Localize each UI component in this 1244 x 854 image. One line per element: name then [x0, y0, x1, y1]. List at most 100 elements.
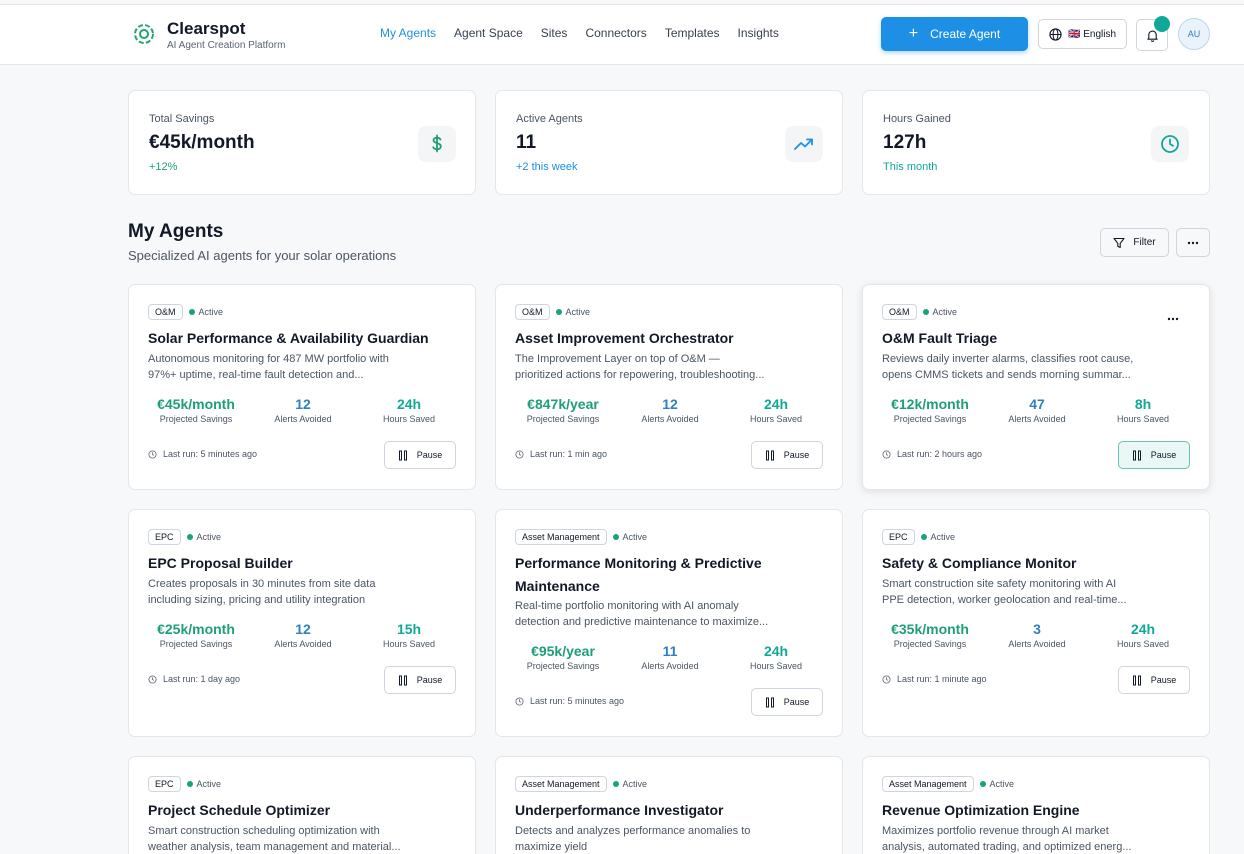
- status-indicator: Active: [186, 532, 222, 542]
- alerts-avoided-label: Alerts Avoided: [641, 661, 699, 671]
- status-dot: [922, 309, 929, 315]
- projected-savings-label: Projected Savings: [159, 639, 233, 649]
- description-line-1: Reviews daily inverter alarms, classifie…: [882, 353, 1134, 365]
- alerts-avoided-value: 12: [295, 621, 311, 637]
- status-dot: [188, 309, 195, 315]
- stat-card-total-savings: Total Savings €45k/month +12%: [128, 90, 476, 195]
- brand-name: Clearspot: [167, 19, 246, 38]
- category-tag: O&M: [515, 304, 550, 320]
- hours-saved-value: 24h: [396, 396, 422, 412]
- category-tag: EPC: [882, 529, 915, 545]
- projected-savings-metric: €12k/month Projected Savings: [875, 395, 985, 424]
- status-label: Active: [198, 307, 224, 317]
- description-line-2: weather analysis, team management and ma…: [148, 841, 401, 853]
- stat-delta: This month: [883, 161, 938, 173]
- pause-button[interactable]: Pause: [751, 441, 823, 469]
- status-label: Active: [930, 532, 956, 542]
- agent-description: Detects and analyzes performance anomali…: [515, 823, 805, 854]
- card-menu-icon[interactable]: [1167, 317, 1179, 321]
- status-indicator: Active: [188, 307, 224, 317]
- clock-icon: [148, 674, 157, 684]
- pause-label: Pause: [1150, 450, 1177, 460]
- nav-agent-space[interactable]: Agent Space: [454, 26, 523, 40]
- user-avatar[interactable]: AU: [1178, 18, 1210, 50]
- status-label: Active: [932, 307, 958, 317]
- pause-button[interactable]: Pause: [1118, 666, 1190, 694]
- stat-delta: +2 this week: [516, 161, 578, 173]
- category-tag: Asset Management: [515, 776, 607, 792]
- agent-card[interactable]: Asset Management Active Performance Moni…: [495, 509, 843, 737]
- pause-icon: [1132, 675, 1141, 685]
- brand: Clearspot AI Agent Creation Platform: [167, 19, 285, 51]
- agent-title: Underperformance Investigator: [515, 802, 724, 818]
- hours-saved-metric: 24h Hours Saved: [1088, 620, 1198, 649]
- status-indicator: Active: [612, 779, 647, 789]
- plus-icon: +: [908, 25, 919, 42]
- more-horizontal-icon: [1187, 241, 1199, 244]
- agent-card[interactable]: O&M Active Asset Improvement Orchestrato…: [495, 284, 843, 490]
- clearspot-logo-icon: [134, 24, 154, 44]
- agent-metrics: €12k/month Projected Savings 47 Alerts Avo…: [863, 395, 1209, 429]
- agent-card[interactable]: EPC Active Project Schedule Optimizer Sm…: [128, 756, 476, 854]
- pause-button[interactable]: Pause: [1118, 441, 1190, 469]
- stat-value: €45k/month: [149, 132, 255, 153]
- dollar-icon: [418, 126, 456, 162]
- pause-button[interactable]: Pause: [384, 441, 456, 469]
- status-label: Active: [989, 779, 1015, 789]
- agent-card[interactable]: Asset Management Active Revenue Optimiza…: [862, 756, 1210, 854]
- more-options-button[interactable]: [1176, 228, 1210, 257]
- description-line-2: prioritized actions for repowering, trou…: [515, 369, 765, 381]
- hours-saved-label: Hours Saved: [1116, 639, 1170, 649]
- description-line-1: Maximizes portfolio revenue through AI m…: [882, 825, 1109, 837]
- section-title: My Agents: [128, 221, 224, 242]
- pause-button[interactable]: Pause: [384, 666, 456, 694]
- language-selector[interactable]: 🇬🇧 English: [1038, 19, 1127, 49]
- alerts-avoided-label: Alerts Avoided: [274, 639, 332, 649]
- category-tag: Asset Management: [882, 776, 974, 792]
- hours-saved-metric: 24h Hours Saved: [721, 642, 831, 671]
- category-tag: O&M: [148, 304, 183, 320]
- top-navigation-bar: Clearspot AI Agent Creation Platform My …: [0, 4, 1244, 65]
- last-run: Last run: 2 hours ago: [882, 449, 982, 459]
- nav-insights[interactable]: Insights: [737, 26, 779, 40]
- status-dot: [555, 309, 562, 315]
- last-run-text: Last run: 5 minutes ago: [163, 449, 258, 459]
- pause-label: Pause: [783, 450, 810, 460]
- agent-card[interactable]: Asset Management Active Underperformance…: [495, 756, 843, 854]
- nav-sites[interactable]: Sites: [540, 26, 568, 40]
- pause-button[interactable]: Pause: [751, 688, 823, 716]
- nav-connectors[interactable]: Connectors: [585, 26, 647, 40]
- description-line-1: The Improvement Layer on top of O&M —: [515, 353, 720, 365]
- filter-button[interactable]: Filter: [1100, 228, 1169, 257]
- agent-card[interactable]: EPC Active Safety & Compliance Monitor S…: [862, 509, 1210, 737]
- agent-description: Autonomous monitoring for 487 MW portfol…: [148, 351, 408, 383]
- create-agent-button[interactable]: + Create Agent: [881, 17, 1028, 51]
- alerts-avoided-metric: 3 Alerts Avoided: [982, 620, 1092, 649]
- hours-saved-value: 24h: [763, 396, 789, 412]
- agent-card[interactable]: O&M Active O&M Fault Triage Reviews dail…: [862, 284, 1210, 490]
- status-label: Active: [196, 532, 222, 542]
- last-run: Last run: 1 day ago: [148, 674, 240, 684]
- agent-card[interactable]: O&M Active Solar Performance & Availabil…: [128, 284, 476, 490]
- nav-templates[interactable]: Templates: [664, 26, 720, 40]
- agent-card[interactable]: EPC Active EPC Proposal Builder Creates …: [128, 509, 476, 737]
- alerts-avoided-label: Alerts Avoided: [1008, 414, 1066, 424]
- description-line-2: analysis, automated trading, and optimiz…: [882, 841, 1132, 853]
- last-run: Last run: 5 minutes ago: [148, 449, 257, 459]
- last-run-text: Last run: 1 minute ago: [897, 674, 987, 684]
- alerts-avoided-label: Alerts Avoided: [274, 414, 332, 424]
- nav-my-agents[interactable]: My Agents: [380, 26, 437, 40]
- hours-saved-value: 15h: [396, 621, 422, 637]
- category-tag: Asset Management: [515, 529, 607, 545]
- status-label: Active: [565, 307, 591, 317]
- stat-delta: +12%: [149, 161, 178, 173]
- stat-label: Active Agents: [516, 113, 583, 125]
- agent-description: Smart construction scheduling optimizati…: [148, 823, 438, 854]
- agent-metrics: €45k/month Projected Savings 12 Alerts Avo…: [129, 395, 475, 429]
- hours-saved-value: 8h: [1134, 396, 1152, 412]
- projected-savings-metric: €45k/month Projected Savings: [141, 395, 251, 424]
- alerts-avoided-metric: 11 Alerts Avoided: [615, 642, 725, 671]
- alerts-avoided-label: Alerts Avoided: [641, 414, 699, 424]
- agent-title: Project Schedule Optimizer: [148, 802, 331, 818]
- agent-metrics: €95k/year Projected Savings 11 Alerts Avoi…: [496, 642, 842, 676]
